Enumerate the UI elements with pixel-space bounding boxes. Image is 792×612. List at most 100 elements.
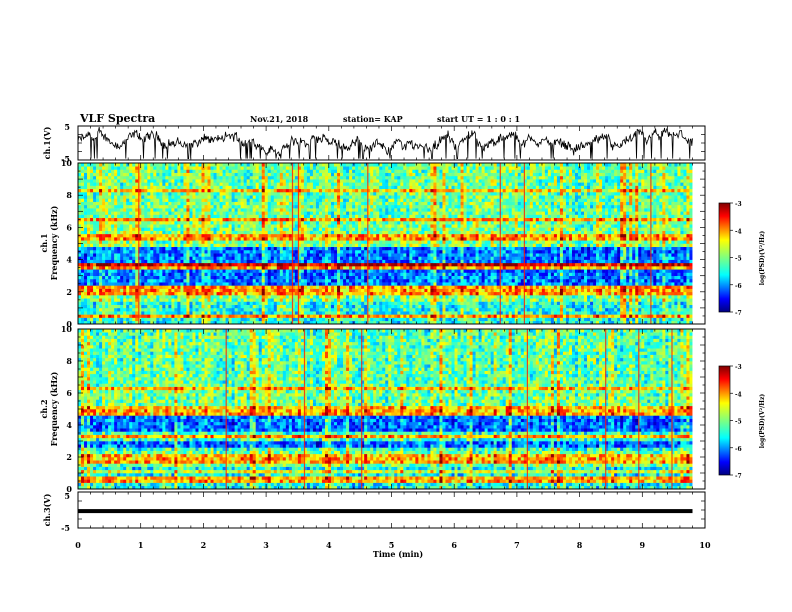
spectrogram-cell — [553, 291, 558, 296]
spectrogram-cell — [276, 291, 281, 296]
spectrogram-cell — [114, 311, 118, 315]
spectrogram-cell — [593, 314, 597, 318]
spectrogram-cell — [96, 317, 100, 322]
spectrogram-cell — [559, 307, 564, 312]
spectrogram-cell — [361, 295, 365, 299]
spectrogram-cell — [508, 317, 513, 322]
spectrogram-cell — [406, 259, 410, 264]
spectrogram-cell — [249, 288, 253, 293]
spectrogram-cell — [93, 249, 97, 254]
spectrogram-cell — [114, 291, 118, 296]
spectrogram-cell — [147, 301, 151, 305]
spectrogram-cell — [439, 285, 443, 289]
spectrogram-cell — [442, 275, 446, 280]
spectrogram-cell — [535, 317, 540, 322]
spectrogram-cell — [526, 317, 531, 322]
spectrogram-cell — [129, 301, 133, 305]
spectrogram-cell — [430, 317, 434, 322]
spectrogram-cell — [493, 317, 497, 322]
spectrogram-cell — [141, 295, 145, 299]
spectrogram-cell — [132, 282, 136, 286]
spectrogram-cell — [490, 249, 494, 254]
spectrogram-cell — [677, 269, 681, 273]
spectrogram-cell — [87, 259, 91, 264]
spectrogram-cell — [126, 291, 130, 296]
spectrogram-cell — [340, 259, 344, 264]
spectrogram-cell — [608, 304, 612, 309]
spectrogram-cell — [291, 298, 296, 302]
spectrogram-cell — [141, 275, 145, 280]
spectrogram-cell — [644, 249, 648, 254]
spectrogram-cell — [255, 298, 260, 302]
spectrogram-cell — [138, 288, 142, 293]
spectrogram-cell — [445, 259, 449, 264]
spectrogram-cell — [303, 291, 308, 296]
spectrogram-cell — [141, 262, 145, 267]
spectrogram-cell — [90, 253, 94, 257]
spectrogram-cell — [481, 301, 485, 305]
spectrogram-cell — [668, 320, 672, 325]
spectrogram-cell — [562, 275, 567, 280]
spectrogram-cell — [472, 246, 476, 251]
spectrogram-cell — [391, 295, 395, 299]
spectrogram-cell — [156, 249, 160, 254]
spectrogram-cell — [334, 253, 338, 257]
spectrogram-cell — [216, 314, 220, 318]
spectrogram-cell — [677, 311, 681, 315]
spectrogram-cell — [144, 288, 148, 293]
spectrogram-cell — [87, 311, 91, 315]
spectrogram-cell — [544, 314, 549, 318]
spectrogram-cell — [376, 317, 380, 322]
spectrogram-cell — [448, 253, 452, 257]
spectrogram-cell — [629, 311, 633, 315]
spectrogram-cell — [439, 304, 443, 309]
spectrogram-cell — [614, 259, 618, 264]
spectrogram-cell — [662, 320, 666, 325]
spectrogram-cell — [433, 285, 437, 289]
spectrogram-cell — [204, 256, 208, 260]
spectrogram-cell — [358, 253, 362, 257]
spectrogram-cell — [141, 320, 145, 325]
spectrogram-cell — [138, 262, 142, 267]
spectrogram-cell — [279, 320, 284, 325]
spectrogram-cell — [581, 275, 585, 280]
spectrogram-cell — [647, 304, 651, 309]
spectrogram-cell — [129, 311, 133, 315]
spectrogram-cell — [571, 249, 576, 254]
spectrogram-cell — [337, 262, 341, 267]
spectrogram-cell — [340, 314, 344, 318]
spectrogram-cell — [204, 272, 208, 276]
spectrogram-cell — [367, 314, 371, 318]
spectrogram-cell — [337, 311, 341, 315]
spectrogram-cell — [129, 285, 133, 289]
spectrogram-cell — [385, 278, 389, 283]
spectrogram-cell — [288, 295, 293, 299]
spectrogram-cell — [412, 272, 416, 276]
spectrogram-cell — [261, 246, 266, 251]
spectrogram-cell — [111, 304, 115, 309]
spectrogram-cell — [279, 275, 284, 280]
spectrogram-cell — [547, 269, 552, 273]
spectrogram-cell — [574, 256, 579, 260]
spectrogram-cell — [656, 278, 660, 283]
spectrogram-cell — [370, 304, 374, 309]
spectrogram-cell — [159, 320, 163, 325]
spectrogram-cell — [186, 314, 190, 318]
spectrogram-cell — [252, 288, 257, 293]
spectrogram-cell — [460, 295, 464, 299]
spectrogram-cell — [309, 285, 314, 289]
spectrogram-cell — [502, 272, 507, 276]
spectrogram-cell — [192, 311, 196, 315]
spectrogram-cell — [466, 304, 470, 309]
spectrogram-cell — [490, 278, 494, 283]
spectrogram-cell — [590, 304, 594, 309]
spectrogram-cell — [511, 320, 516, 325]
spectrogram-cell — [445, 295, 449, 299]
spectrogram-cell — [285, 272, 290, 276]
spectrogram-cell — [318, 314, 323, 318]
spectrogram-cell — [177, 266, 181, 270]
spectrogram-cell — [574, 262, 579, 267]
spectrogram-cell — [312, 295, 317, 299]
spectrogram-cell — [656, 256, 660, 260]
spectrogram-cell — [300, 285, 305, 289]
